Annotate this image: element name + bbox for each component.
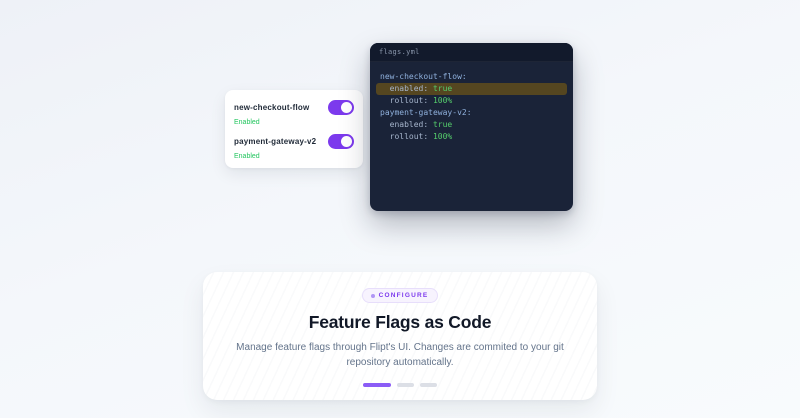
badge-dot-icon xyxy=(370,293,375,298)
code-token-key: enabled: xyxy=(380,120,433,129)
section-title: Feature Flags as Code xyxy=(308,312,492,332)
section-description: Manage feature flags through Flipt's UI.… xyxy=(236,342,564,368)
code-line: enabled: true xyxy=(376,83,567,95)
configure-badge: CONFIGURE xyxy=(361,288,439,303)
flag-toggle[interactable] xyxy=(328,134,354,149)
code-token-flag: new-checkout-flow: xyxy=(380,72,467,81)
flag-toggle[interactable] xyxy=(328,100,354,115)
code-token-val: 100% xyxy=(432,96,453,105)
flag-item: payment-gateway-v2 Enabled xyxy=(234,134,354,160)
code-body: new-checkout-flow: enabled: true rollout… xyxy=(370,62,573,152)
code-line: rollout: 100% xyxy=(376,95,567,107)
code-line: rollout: 100% xyxy=(376,131,567,143)
code-token-flag: payment-gateway-v2: xyxy=(380,108,472,117)
code-token-val: true xyxy=(432,84,453,93)
carousel-indicator-inactive[interactable] xyxy=(397,383,414,387)
flag-name: new-checkout-flow xyxy=(234,103,310,112)
code-token-val: 100% xyxy=(432,132,453,141)
code-line: new-checkout-flow: xyxy=(376,71,567,83)
feature-flags-card: new-checkout-flow Enabled payment-gateway-… xyxy=(225,90,363,168)
code-line: enabled: true xyxy=(376,119,567,131)
badge-label: CONFIGURE xyxy=(378,292,429,299)
code-token-key: rollout: xyxy=(380,96,433,105)
feature-section-card: CONFIGURE Feature Flags as Code Manage f… xyxy=(203,272,597,400)
carousel-indicators xyxy=(363,383,437,387)
code-filename: flags.yml xyxy=(379,48,420,56)
flag-row: payment-gateway-v2 xyxy=(234,134,354,149)
carousel-indicator-inactive[interactable] xyxy=(420,383,437,387)
flag-status: Enabled xyxy=(234,119,260,126)
flag-item: new-checkout-flow Enabled xyxy=(234,100,354,126)
code-token-val: true xyxy=(432,120,453,129)
carousel-indicator-active[interactable] xyxy=(363,383,391,387)
code-token-key: enabled: xyxy=(380,84,433,93)
flag-name: payment-gateway-v2 xyxy=(234,137,317,146)
flag-row: new-checkout-flow xyxy=(234,100,354,115)
toggle-knob xyxy=(341,102,352,113)
toggle-knob xyxy=(341,136,352,147)
flag-status: Enabled xyxy=(234,153,260,160)
code-token-key: rollout: xyxy=(380,132,433,141)
code-window-titlebar: flags.yml xyxy=(370,43,573,62)
code-editor-window: flags.yml new-checkout-flow: enabled: tr… xyxy=(370,43,573,211)
code-line: payment-gateway-v2: xyxy=(376,107,567,119)
